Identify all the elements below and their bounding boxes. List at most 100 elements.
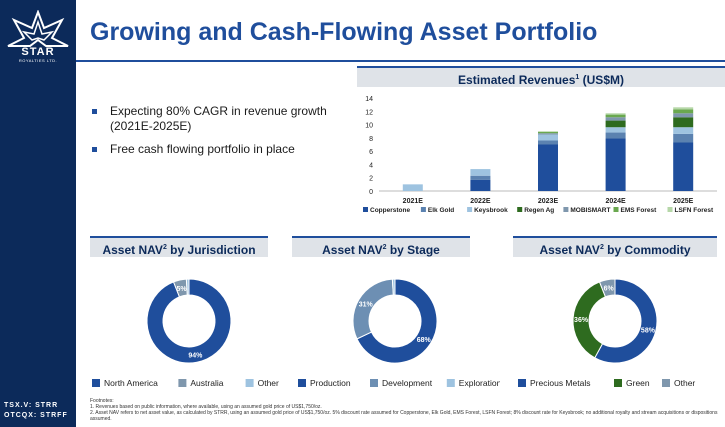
bullet-item: Expecting 80% CAGR in revenue growth (20… xyxy=(92,104,352,134)
y-tick-label: 4 xyxy=(369,162,373,169)
legend-label: North America xyxy=(104,378,158,388)
legend-label: Copperstone xyxy=(370,207,410,214)
title-rule xyxy=(76,60,725,62)
donut-slice xyxy=(352,278,394,340)
legend-swatch xyxy=(613,207,619,212)
bar-segment xyxy=(605,120,626,128)
footnotes-heading: Footnotes: xyxy=(90,398,114,404)
bar-segment xyxy=(538,134,558,141)
star-logo-icon xyxy=(7,10,69,47)
nav-stage-title-rest: by Stage xyxy=(386,243,440,257)
bar-segment xyxy=(538,131,558,132)
footnote-item: 2. Asset NAV refers to net asset value, … xyxy=(90,410,718,422)
legend-label: Production xyxy=(310,378,351,388)
x-tick-label: 2021E xyxy=(403,198,424,205)
legend-label: Development xyxy=(382,378,433,388)
slice-label: 94% xyxy=(188,352,203,359)
bullet-list: Expecting 80% CAGR in revenue growth (20… xyxy=(92,104,352,165)
bar-segment xyxy=(673,117,694,128)
bullet-item: Free cash flowing portfolio in place xyxy=(92,142,352,157)
x-tick-label: 2025E xyxy=(673,198,694,205)
legend-label: EMS Forest xyxy=(621,207,658,214)
bar-segment xyxy=(470,169,491,176)
nav-jurisdiction-title-rest: by Jurisdiction xyxy=(166,243,256,257)
revenue-title-sup: 1 xyxy=(575,74,580,81)
slice-label: 5% xyxy=(177,286,188,293)
bar-segment xyxy=(673,127,694,134)
brand-name: STAR xyxy=(21,46,55,58)
legend-label: Elk Gold xyxy=(428,207,454,214)
legend-swatch xyxy=(517,207,523,212)
donut-slice xyxy=(146,278,232,364)
slice-label: 68% xyxy=(417,337,432,344)
bar-segment xyxy=(402,184,423,191)
legend-label: Green xyxy=(626,378,650,388)
donut-slice xyxy=(598,278,616,298)
nav-commodity-title: Asset NAV2 by Commodity xyxy=(513,236,717,257)
bar-segment xyxy=(605,114,626,118)
bar-segment xyxy=(470,179,491,191)
y-tick-label: 14 xyxy=(365,96,373,103)
nav-jurisdiction-title-main: Asset NAV xyxy=(102,243,163,257)
bar-segment xyxy=(605,138,626,191)
legend-label: Precious Metals xyxy=(530,378,590,388)
legend-label: Other xyxy=(674,378,695,388)
slice-label: 6% xyxy=(604,286,615,293)
ticker-otcqx: OTCQX: STRFF xyxy=(4,412,68,419)
ticker-tsx: TSX.V: STRR xyxy=(4,402,59,409)
nav-stage-donut: 68% 31% Production Development Exploration xyxy=(298,278,500,388)
footnote-item: 1. Revenues based on public information,… xyxy=(90,404,322,410)
legend-swatch xyxy=(245,379,254,387)
brand-subtitle: ROYALTIES LTD. xyxy=(18,58,58,63)
bar-segment xyxy=(605,113,626,115)
bar-segment xyxy=(673,109,694,114)
footnotes: Footnotes: 1. Revenues based on public i… xyxy=(90,398,720,422)
legend-swatch xyxy=(363,207,368,212)
y-tick-label: 8 xyxy=(369,136,373,143)
page-title: Growing and Cash-Flowing Asset Portfolio xyxy=(90,18,598,46)
bar-segment xyxy=(605,117,626,121)
y-tick-label: 6 xyxy=(369,149,373,156)
legend-swatch xyxy=(667,207,673,212)
bar-segment xyxy=(673,142,694,191)
bar-segment xyxy=(605,132,626,139)
bar-segment xyxy=(538,140,558,145)
legend-swatch xyxy=(446,379,455,387)
nav-stage-title-main: Asset NAV xyxy=(322,243,383,257)
legend-swatch xyxy=(178,379,187,387)
bar-segment xyxy=(538,133,558,135)
donut-slice xyxy=(356,278,438,364)
legend-label: Keysbrook xyxy=(474,207,508,214)
legend-swatch xyxy=(298,379,306,387)
donut-slice xyxy=(185,278,190,296)
legend-label: LSFN Forest xyxy=(675,207,714,214)
bar-segment xyxy=(538,144,558,191)
donut-slice xyxy=(391,278,396,296)
legend-swatch xyxy=(662,379,670,387)
legend-label: MOBISMART xyxy=(570,207,610,214)
bar-segment xyxy=(605,127,626,133)
bar-segment xyxy=(538,131,558,134)
legend-swatch xyxy=(420,207,426,212)
x-tick-label: 2024E xyxy=(605,198,626,205)
legend-label: Exploration xyxy=(459,378,500,388)
sidebar: STAR ROYALTIES LTD. TSX.V: STRR OTCQX: S… xyxy=(0,0,76,427)
nav-jurisdiction-donut: 94% 5% North America Australia Other xyxy=(92,278,279,388)
slice-label: 31% xyxy=(359,302,374,309)
legend-label: Australia xyxy=(190,378,223,388)
x-tick-label: 2022E xyxy=(470,198,491,205)
donut-slice xyxy=(594,278,658,364)
nav-jurisdiction-title-sup: 2 xyxy=(162,244,167,251)
nav-commodity-title-main: Asset NAV xyxy=(539,243,600,257)
y-tick-label: 12 xyxy=(365,109,373,116)
nav-commodity-title-sup: 2 xyxy=(599,244,604,251)
nav-stage-title: Asset NAV2 by Stage xyxy=(292,236,470,257)
nav-stage-title-sup: 2 xyxy=(382,244,387,251)
y-tick-label: 0 xyxy=(369,189,373,196)
bar-segment xyxy=(673,107,694,110)
slice-label: 58% xyxy=(641,327,656,334)
legend-swatch xyxy=(92,379,100,387)
bar-segment xyxy=(673,133,694,143)
x-tick-label: 2023E xyxy=(538,198,559,205)
revenue-title-main: Estimated Revenues xyxy=(458,73,576,87)
